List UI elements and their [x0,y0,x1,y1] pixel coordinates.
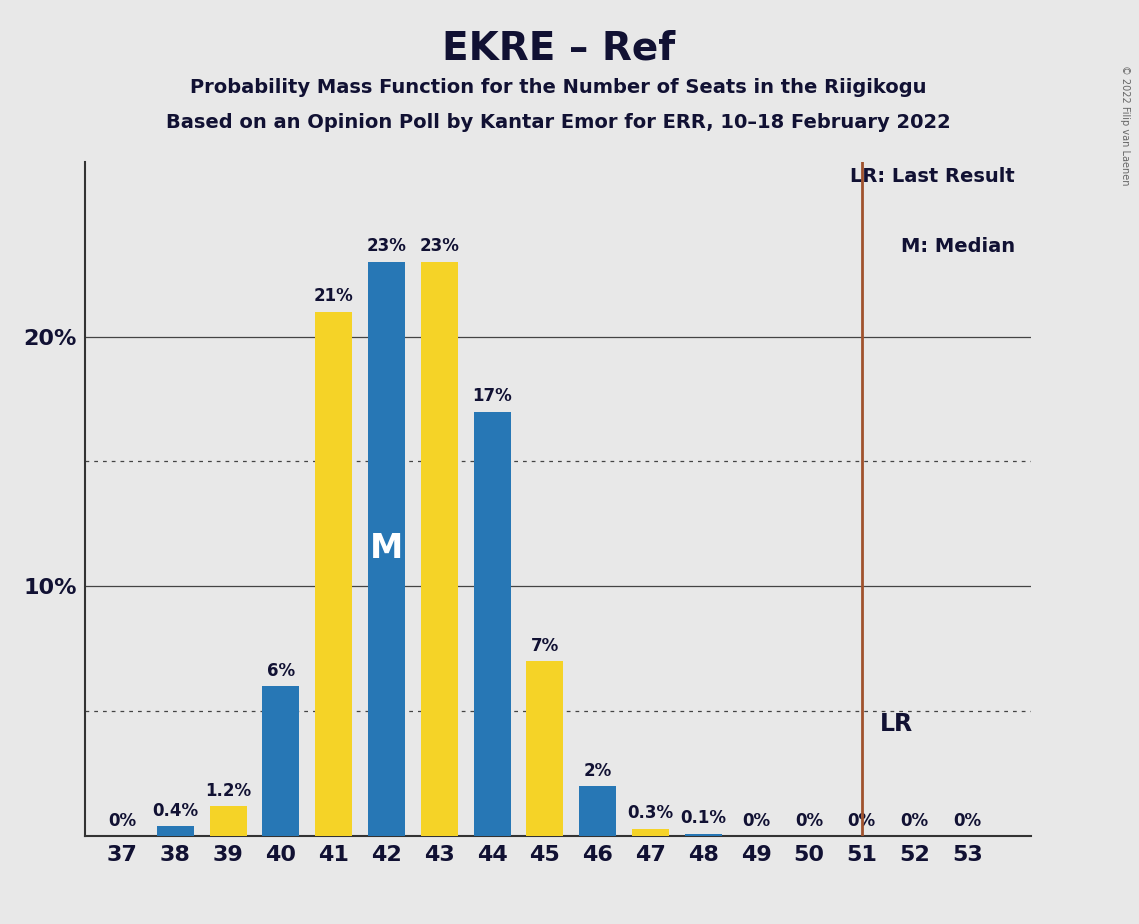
Text: LR: LR [880,711,913,736]
Text: LR: Last Result: LR: Last Result [850,166,1015,186]
Text: 0.4%: 0.4% [153,802,198,820]
Bar [262,687,300,836]
Text: 0%: 0% [108,812,137,830]
Text: 0%: 0% [953,812,982,830]
Text: 7%: 7% [531,638,559,655]
Text: 0%: 0% [743,812,770,830]
Text: M: Median: M: Median [901,237,1015,256]
Text: 6%: 6% [267,663,295,680]
Bar [210,807,246,836]
Text: 0.3%: 0.3% [628,805,673,822]
Text: M: M [370,532,403,565]
Text: Based on an Opinion Poll by Kantar Emor for ERR, 10–18 February 2022: Based on an Opinion Poll by Kantar Emor … [166,113,950,132]
Text: 0%: 0% [847,812,876,830]
Text: 0.1%: 0.1% [680,809,727,828]
Bar [420,261,458,836]
Text: 17%: 17% [473,387,511,406]
Text: 0%: 0% [901,812,928,830]
Bar [526,662,564,836]
Text: 0%: 0% [795,812,823,830]
Text: 2%: 2% [583,762,612,780]
Bar [685,833,722,836]
Text: 21%: 21% [313,287,353,305]
Bar [157,826,194,836]
Text: 23%: 23% [419,237,459,255]
Text: 23%: 23% [367,237,407,255]
Text: 1.2%: 1.2% [205,782,251,800]
Bar [632,829,669,836]
Text: EKRE – Ref: EKRE – Ref [442,30,674,67]
Text: © 2022 Filip van Laenen: © 2022 Filip van Laenen [1121,65,1130,185]
Text: Probability Mass Function for the Number of Seats in the Riigikogu: Probability Mass Function for the Number… [190,78,926,97]
Bar [580,786,616,836]
Bar [316,311,352,836]
Bar [368,261,405,836]
Bar [474,411,510,836]
